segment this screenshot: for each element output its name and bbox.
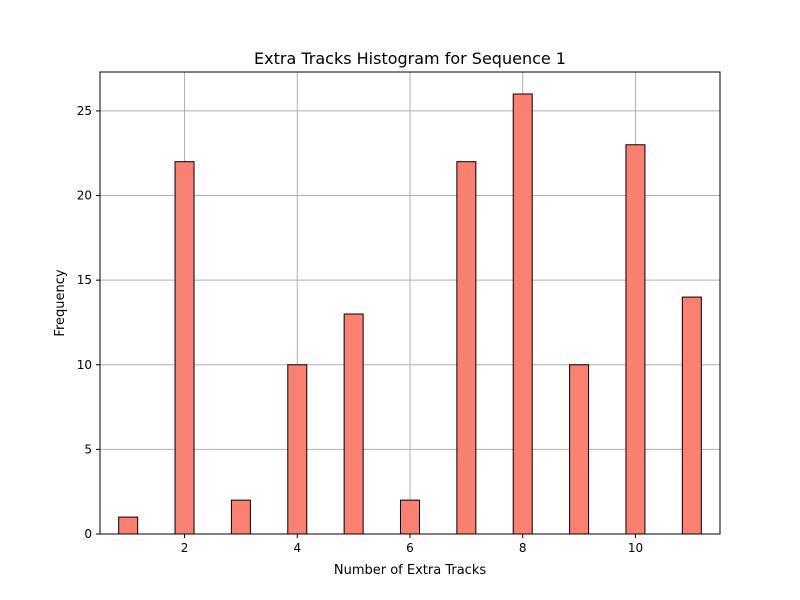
histogram-bar-1: [118, 516, 139, 535]
y-tick-label: 0: [84, 527, 92, 541]
y-tick-label: 10: [77, 358, 92, 372]
y-tick-label: 20: [77, 189, 92, 203]
histogram-bar-3: [230, 499, 251, 535]
x-axis-ticks: 2 4 6 8 10: [181, 534, 643, 555]
x-axis-label: Number of Extra Tracks: [334, 563, 486, 578]
chart-title: Extra Tracks Histogram for Sequence 1: [254, 49, 566, 68]
histogram-bar-7: [456, 161, 477, 535]
y-axis-ticks: 0 5 10 15 20 25: [77, 104, 100, 541]
histogram-bar-5: [343, 313, 364, 535]
histogram-bar-6: [400, 499, 420, 535]
y-tick-label: 25: [77, 104, 92, 118]
histogram-bar-10: [625, 144, 646, 535]
x-tick-label: 4: [293, 541, 301, 555]
histogram-bar-2: [174, 161, 195, 535]
histogram-bar-9: [569, 364, 590, 535]
x-tick-label: 10: [628, 541, 643, 555]
histogram-bar-11: [681, 296, 702, 535]
y-tick-label: 15: [77, 273, 92, 287]
histogram-bar-4: [287, 364, 308, 535]
x-tick-label: 6: [406, 541, 414, 555]
x-tick-label: 8: [519, 541, 527, 555]
x-tick-label: 2: [181, 541, 189, 555]
y-axis-label: Frequency: [53, 269, 68, 336]
histogram-bar-8: [512, 93, 533, 535]
y-tick-label: 5: [84, 442, 92, 456]
